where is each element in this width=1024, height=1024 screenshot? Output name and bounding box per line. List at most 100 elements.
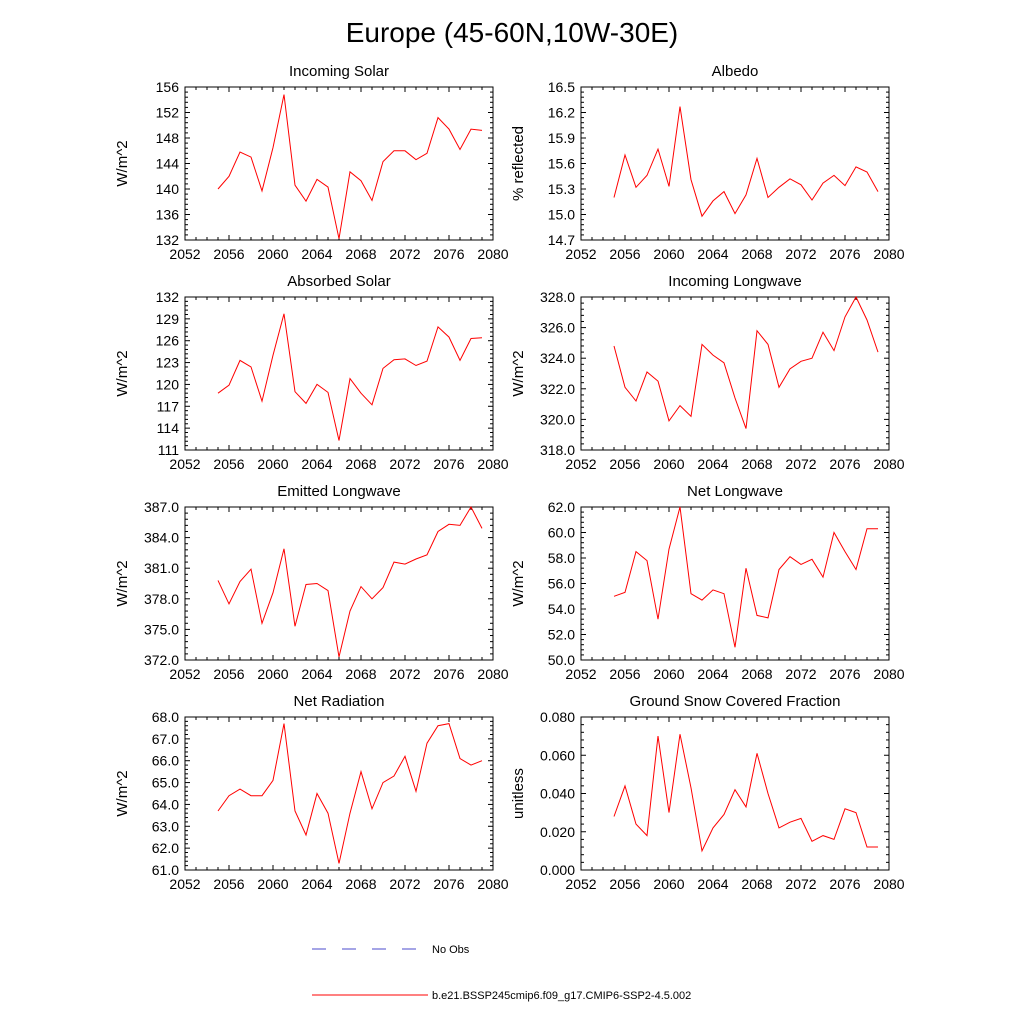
legend: No Obs b.e21.BSSP245cmip6.f09_g17.CMIP6-… [312, 944, 691, 1002]
y-tick-label: 15.0 [548, 207, 575, 223]
x-tick-label: 2056 [609, 246, 640, 262]
chart-title: Albedo [712, 63, 759, 80]
x-tick-label: 2060 [653, 876, 684, 892]
x-tick-label: 2072 [785, 456, 816, 472]
x-tick-label: 2052 [169, 876, 200, 892]
y-tick-label: 136 [156, 207, 180, 223]
x-tick-label: 2056 [213, 876, 244, 892]
x-tick-label: 2060 [257, 456, 288, 472]
x-tick-label: 2064 [697, 456, 728, 472]
plot-frame [184, 716, 494, 871]
chart-title: Incoming Solar [289, 63, 389, 80]
x-tick-label: 2080 [477, 456, 508, 472]
y-axis-label: % reflected [510, 126, 527, 201]
x-tick-label: 2068 [741, 666, 772, 682]
x-tick-label: 2056 [213, 246, 244, 262]
y-tick-label: 111 [158, 442, 179, 458]
x-tick-label: 2052 [565, 456, 596, 472]
y-tick-label: 16.5 [548, 79, 575, 95]
y-tick-label: 0.020 [540, 824, 575, 840]
x-tick-label: 2052 [169, 456, 200, 472]
y-tick-label: 58.0 [548, 550, 575, 566]
x-tick-label: 2076 [829, 666, 860, 682]
x-tick-label: 2056 [609, 456, 640, 472]
y-tick-label: 52.0 [548, 627, 575, 643]
chart-title: Absorbed Solar [287, 273, 390, 290]
x-tick-label: 2064 [301, 666, 332, 682]
panel-absorbed-solar: Absorbed Solar 2052 2056 2060 2064 2068 2072 20… [114, 273, 509, 472]
y-tick-label: 126 [156, 333, 180, 349]
y-tick-label: 381.0 [144, 560, 179, 576]
y-tick-label: 378.0 [144, 591, 179, 607]
chart-title: Incoming Longwave [668, 273, 801, 290]
series-line-absorbed-solar [217, 313, 483, 441]
y-tick-label: 328.0 [540, 289, 575, 305]
y-tick-label: 140 [156, 181, 180, 197]
x-tick-label: 2052 [565, 876, 596, 892]
x-tick-label: 2072 [785, 246, 816, 262]
y-tick-label: 67.0 [152, 731, 179, 747]
x-tick-label: 2076 [829, 456, 860, 472]
panel-albedo: Albedo 2052 2056 2060 2064 2068 2072 2076 2080 14… [510, 63, 905, 262]
plot-frame [184, 86, 494, 241]
y-tick-label: 61.0 [152, 862, 179, 878]
y-tick-label: 384.0 [144, 530, 179, 546]
y-tick-label: 144 [156, 156, 180, 172]
x-tick-label: 2052 [169, 246, 200, 262]
y-axis-label: W/m^2 [510, 350, 527, 396]
y-tick-label: 156 [156, 79, 180, 95]
legend-series-label: b.e21.BSSP245cmip6.f09_g17.CMIP6-SSP2-4.… [432, 990, 691, 1002]
y-tick-label: 15.9 [548, 130, 575, 146]
x-tick-label: 2064 [697, 876, 728, 892]
y-tick-label: 15.6 [548, 156, 575, 172]
y-tick-label: 114 [157, 420, 180, 436]
y-tick-label: 129 [156, 311, 180, 327]
x-tick-label: 2076 [433, 876, 464, 892]
series-line-ground-snow-covered-fraction [613, 734, 878, 853]
x-tick-label: 2080 [873, 456, 904, 472]
panel-net-radiation: Net Radiation 2052 2056 2060 2064 2068 2072 207… [114, 693, 509, 892]
y-tick-label: 0.040 [540, 786, 575, 802]
x-tick-label: 2068 [345, 876, 376, 892]
y-tick-label: 68.0 [152, 709, 179, 725]
y-tick-label: 148 [156, 130, 180, 146]
y-tick-label: 324.0 [540, 350, 575, 366]
y-tick-label: 54.0 [548, 601, 575, 617]
x-tick-label: 2060 [653, 246, 684, 262]
series-line-albedo [613, 106, 879, 218]
plot-frame [580, 86, 890, 241]
panel-emitted-longwave: Emitted Longwave 2052 2056 2060 2064 2068 2072… [114, 483, 509, 682]
x-tick-label: 2076 [829, 876, 860, 892]
y-tick-label: 152 [156, 105, 180, 121]
y-tick-label: 326.0 [540, 320, 575, 336]
y-tick-label: 372.0 [144, 652, 179, 668]
y-tick-label: 320.0 [540, 411, 575, 427]
y-axis-label: unitless [510, 768, 527, 819]
x-tick-label: 2068 [345, 666, 376, 682]
x-tick-label: 2076 [433, 456, 464, 472]
x-tick-label: 2052 [565, 666, 596, 682]
x-tick-label: 2056 [213, 666, 244, 682]
x-tick-label: 2052 [169, 666, 200, 682]
x-tick-label: 2060 [653, 456, 684, 472]
x-tick-label: 2072 [389, 666, 420, 682]
x-tick-label: 2068 [741, 876, 772, 892]
series-line-net-radiation [217, 723, 483, 864]
y-tick-label: 120 [156, 376, 180, 392]
panel-incoming-solar: Incoming Solar 2052 2056 2060 2064 2068 2072 20… [114, 63, 509, 262]
y-tick-label: 0.060 [540, 747, 575, 763]
y-axis-label: W/m^2 [114, 770, 131, 816]
y-tick-label: 117 [157, 398, 180, 414]
y-tick-label: 60.0 [548, 525, 575, 541]
y-tick-label: 50.0 [548, 652, 575, 668]
x-tick-label: 2064 [301, 876, 332, 892]
plot-frame [184, 296, 494, 451]
x-tick-label: 2076 [433, 666, 464, 682]
x-tick-label: 2064 [301, 246, 332, 262]
x-tick-label: 2076 [829, 246, 860, 262]
y-tick-label: 63.0 [152, 818, 179, 834]
y-axis-label: W/m^2 [510, 560, 527, 606]
y-tick-label: 62.0 [548, 499, 575, 515]
y-tick-label: 62.0 [152, 840, 179, 856]
